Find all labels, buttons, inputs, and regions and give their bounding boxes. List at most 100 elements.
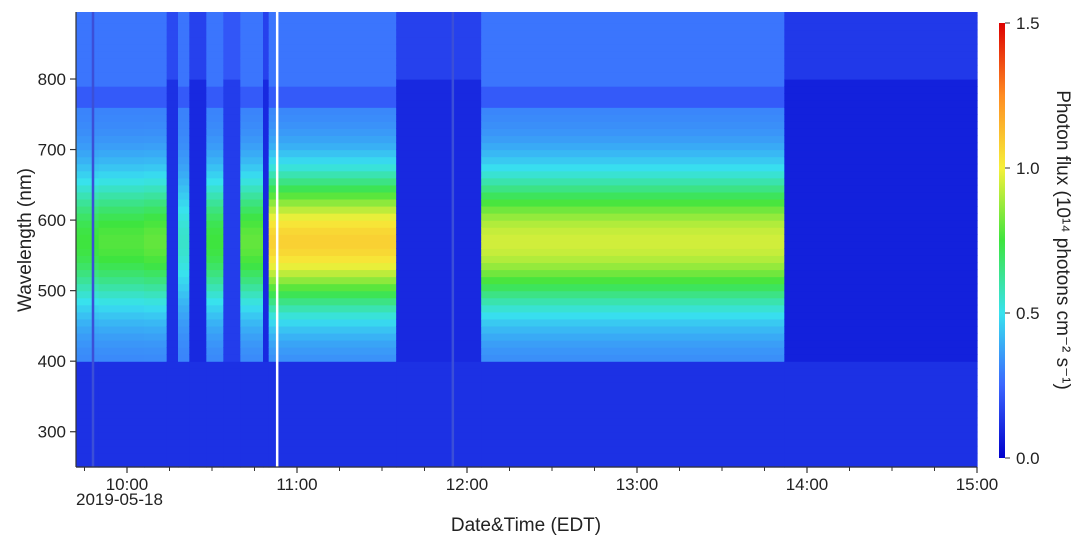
heatmap-cell xyxy=(223,438,241,447)
x-tick-label: 12:00 xyxy=(446,475,489,494)
heatmap-cell xyxy=(240,347,264,355)
heatmap-cell xyxy=(784,361,978,369)
heatmap-cell xyxy=(223,452,241,461)
heatmap-cell xyxy=(263,445,270,454)
heatmap-cell xyxy=(166,396,179,405)
heatmap-cell xyxy=(263,459,270,468)
heatmap-cell xyxy=(206,29,224,38)
heatmap-cell xyxy=(76,248,100,256)
heatmap-cell xyxy=(268,318,397,327)
heatmap-cell xyxy=(240,403,264,412)
heatmap-cell xyxy=(76,100,100,108)
heatmap-cell xyxy=(206,86,224,94)
heatmap-cell xyxy=(189,290,207,299)
heatmap-cell xyxy=(481,198,785,207)
heatmap-cell xyxy=(98,36,145,45)
heatmap-cell xyxy=(784,22,978,31)
heatmap-cell xyxy=(166,93,179,101)
heatmap-cell xyxy=(396,135,482,144)
heatmap-cell xyxy=(784,205,978,214)
heatmap-cell xyxy=(144,361,168,369)
heatmap-cell xyxy=(481,227,785,235)
heatmap-cell xyxy=(178,15,190,24)
heatmap-cell xyxy=(166,262,179,271)
y-tick-label: 300 xyxy=(38,423,66,442)
heatmap-cell xyxy=(481,184,785,193)
heatmap-cell xyxy=(98,340,145,348)
heatmap-cell xyxy=(784,276,978,285)
heatmap-cell xyxy=(178,368,190,376)
heatmap-cell xyxy=(189,269,207,278)
heatmap-cell xyxy=(76,43,100,52)
heatmap-cell xyxy=(189,198,207,207)
heatmap-cell xyxy=(144,93,168,101)
heatmap-cell xyxy=(98,354,145,362)
heatmap-cell xyxy=(166,248,179,256)
heatmap-cell xyxy=(396,276,482,285)
heatmap-cell xyxy=(268,332,397,341)
heatmap-cell xyxy=(206,191,224,200)
heatmap-cell xyxy=(268,36,397,45)
heatmap-cell xyxy=(189,93,207,101)
heatmap-cell xyxy=(784,325,978,334)
heatmap-cell xyxy=(481,290,785,299)
heatmap-cell xyxy=(206,396,224,405)
heatmap-cell xyxy=(178,332,190,341)
heatmap-cell xyxy=(481,262,785,271)
heatmap-cell xyxy=(144,36,168,45)
heatmap-cell xyxy=(144,297,168,306)
heatmap-cell xyxy=(263,205,270,214)
heatmap-cell xyxy=(178,445,190,454)
heatmap-cell xyxy=(166,135,179,144)
heatmap-cell xyxy=(240,318,264,327)
heatmap-cell xyxy=(240,79,264,87)
heatmap-cell xyxy=(144,114,168,122)
heatmap-cell xyxy=(206,177,224,186)
heatmap-cell xyxy=(396,93,482,101)
heatmap-cell xyxy=(784,290,978,299)
heatmap-cell xyxy=(263,79,270,87)
heatmap-cell xyxy=(784,375,978,383)
heatmap-cell xyxy=(166,234,179,242)
heatmap-cell xyxy=(240,121,264,129)
heatmap-cell xyxy=(98,12,145,17)
heatmap-cell xyxy=(166,156,179,165)
heatmap-cell xyxy=(223,325,241,334)
heatmap-cell xyxy=(98,424,145,433)
heatmap-cell xyxy=(784,445,978,454)
heatmap-cell xyxy=(223,262,241,271)
heatmap-cell xyxy=(263,93,270,101)
heatmap-cell xyxy=(144,170,168,179)
heatmap-cell xyxy=(268,375,397,383)
heatmap-cell xyxy=(396,213,482,221)
heatmap-cell xyxy=(166,149,179,158)
heatmap-cell xyxy=(784,36,978,45)
heatmap-cell xyxy=(189,22,207,31)
heatmap-cell xyxy=(481,149,785,158)
heatmap-cell xyxy=(263,332,270,341)
heatmap-cell xyxy=(240,135,264,144)
heatmap-cell xyxy=(178,227,190,235)
heatmap-cell xyxy=(784,213,978,221)
heatmap-cell xyxy=(178,135,190,144)
heatmap-cell xyxy=(189,297,207,306)
heatmap-cell xyxy=(263,22,270,31)
heatmap-cell xyxy=(263,417,270,426)
heatmap-cell xyxy=(268,205,397,214)
heatmap-cell xyxy=(178,29,190,38)
heatmap-cell xyxy=(784,191,978,200)
heatmap-cell xyxy=(223,220,241,228)
heatmap-cell xyxy=(178,142,190,151)
heatmap-cell xyxy=(223,149,241,158)
heatmap-cell xyxy=(481,64,785,73)
heatmap-cell xyxy=(178,12,190,17)
heatmap-cell xyxy=(396,311,482,320)
heatmap-cell xyxy=(396,184,482,193)
heatmap-cell xyxy=(144,234,168,242)
heatmap-cell xyxy=(481,93,785,101)
heatmap-cell xyxy=(223,163,241,172)
x-tick-label: 14:00 xyxy=(786,475,829,494)
heatmap-cell xyxy=(178,241,190,249)
heatmap-cell xyxy=(178,290,190,299)
heatmap-cell xyxy=(396,121,482,129)
